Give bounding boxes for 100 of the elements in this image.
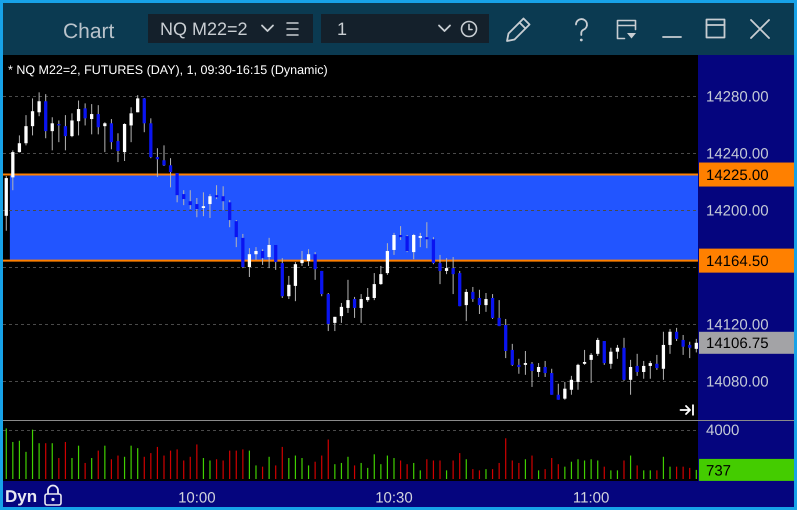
text: Dyn: [5, 487, 38, 506]
candlestick: [392, 232, 396, 256]
candlestick: [175, 172, 179, 203]
candlestick: [530, 362, 534, 388]
candlestick: [386, 242, 390, 276]
candlestick: [563, 381, 566, 400]
candlestick: [70, 112, 74, 138]
y-tick-label: 14280.00: [706, 88, 769, 106]
candlestick: [76, 100, 80, 136]
y-tick-label: 14080.00: [706, 373, 769, 390]
candlestick: [57, 120, 60, 143]
x-tick-label: 10:00: [178, 489, 216, 506]
candlestick: [662, 331, 666, 380]
candlestick: [64, 114, 68, 151]
candlestick: [464, 288, 468, 322]
candlestick: [208, 194, 212, 218]
candlestick: [214, 184, 218, 200]
candlestick: [50, 116, 54, 151]
candlestick: [379, 265, 382, 286]
candlestick: [267, 237, 271, 269]
candlestick: [96, 104, 100, 135]
y-tick-label: 4000: [706, 422, 740, 440]
candlestick: [228, 200, 232, 228]
text: Chart: [63, 20, 115, 43]
candlestick: [294, 262, 298, 302]
candlestick: [444, 258, 448, 275]
y-tick-label: 14200.00: [706, 202, 769, 220]
candlestick: [412, 233, 416, 260]
candlestick: [360, 294, 363, 324]
x-tick-label: 10:30: [375, 489, 413, 506]
candlestick: [536, 362, 540, 378]
candlestick: [682, 334, 685, 356]
candlestick: [556, 383, 560, 400]
y-tick-label: 14120.00: [706, 316, 769, 334]
candlestick: [471, 286, 474, 302]
candlestick: [287, 275, 290, 300]
candlestick: [372, 272, 376, 301]
candlestick: [596, 337, 600, 356]
candlestick: [306, 248, 310, 266]
candlestick: [498, 300, 501, 327]
candlestick: [103, 122, 106, 153]
text: 737: [706, 462, 732, 480]
candlestick: [642, 360, 646, 380]
candlestick: [352, 296, 356, 318]
candlestick: [195, 198, 198, 218]
text: 1: [337, 19, 348, 39]
candlestick: [609, 347, 612, 370]
candlestick: [202, 192, 206, 217]
y-tick-label: 14240.00: [706, 146, 769, 163]
candlestick: [524, 350, 528, 376]
candlestick: [110, 118, 114, 150]
candlestick: [248, 248, 252, 278]
candlestick: [602, 340, 606, 366]
candlestick: [313, 252, 317, 280]
text: NQ M22=2: [160, 19, 248, 39]
candlestick: [18, 134, 22, 153]
candlestick: [590, 352, 593, 384]
candlestick: [543, 360, 547, 378]
candlestick: [438, 254, 442, 285]
candlestick: [260, 248, 264, 266]
candlestick: [452, 256, 455, 295]
candlestick: [694, 338, 698, 353]
candlestick: [668, 328, 672, 354]
candlestick: [116, 132, 120, 163]
candlestick: [136, 94, 140, 113]
text: 14106.75: [706, 335, 769, 352]
candlestick: [90, 104, 94, 135]
candlestick: [346, 279, 350, 314]
candlestick: [576, 363, 580, 390]
candlestick: [30, 98, 34, 136]
candlestick: [688, 341, 692, 359]
candlestick: [274, 244, 278, 270]
candlestick: [129, 106, 133, 143]
candlestick: [648, 360, 652, 380]
candlestick: [517, 358, 521, 374]
candlestick: [333, 316, 336, 332]
ref-line-label: 14164.50: [706, 253, 769, 270]
candlestick: [655, 354, 659, 370]
candlestick: [418, 232, 422, 248]
candlestick: [234, 220, 238, 248]
candlestick: [24, 114, 28, 146]
candlestick: [188, 190, 192, 210]
candlestick: [425, 222, 428, 249]
candlestick: [405, 234, 409, 253]
candlestick: [674, 327, 678, 342]
candlestick: [366, 288, 370, 302]
ref-line-label: 14225.00: [706, 166, 769, 184]
candlestick: [484, 292, 488, 312]
text: * NQ M22=2, FUTURES (DAY), 1, 09:30-16:15 (Dynamic): [8, 63, 328, 77]
candlestick: [37, 92, 41, 117]
candlestick: [478, 289, 482, 314]
candlestick: [510, 343, 514, 366]
candlestick: [182, 190, 186, 206]
candlestick: [490, 294, 494, 320]
candlestick: [432, 236, 436, 265]
candlestick: [582, 349, 586, 366]
candlestick: [636, 353, 639, 376]
candlestick: [222, 186, 225, 211]
x-tick-label: 11:00: [572, 489, 610, 506]
candlestick: [628, 359, 632, 396]
